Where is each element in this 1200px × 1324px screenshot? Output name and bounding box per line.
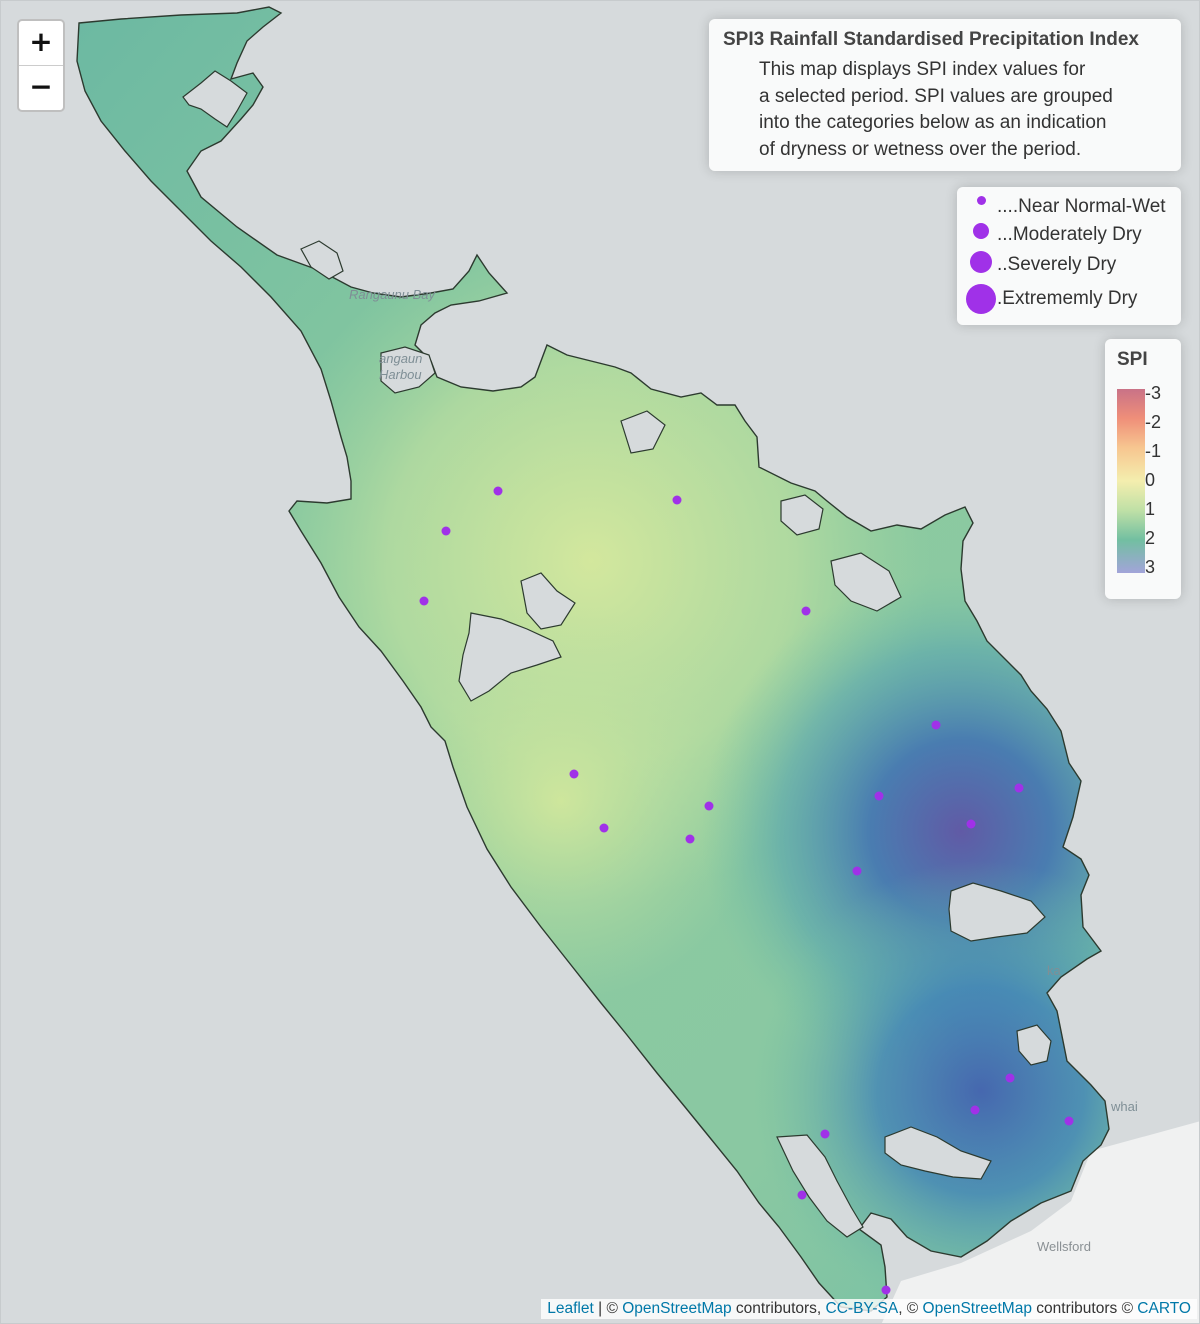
station-marker[interactable] [801, 606, 811, 616]
legend-dot-icon [970, 251, 992, 273]
size-legend-label: ...Moderately Dry [997, 224, 1142, 245]
zoom-in-button[interactable]: + [29, 25, 53, 58]
station-marker[interactable] [852, 866, 862, 876]
legend-dot-icon [973, 223, 989, 239]
station-marker[interactable] [1014, 783, 1024, 793]
harbours [182, 70, 1052, 1238]
legend-dot-icon [976, 195, 986, 205]
place-label: whai [1110, 1099, 1138, 1114]
station-marker[interactable] [797, 1190, 807, 1200]
size-legend-label: ....Near Normal-Wet [997, 196, 1166, 217]
stations[interactable] [419, 486, 1074, 1295]
map-title: SPI3 Rainfall Standardised Precipitation… [723, 29, 1139, 50]
station-marker[interactable] [966, 819, 976, 829]
place-labels: Rangaunu Bay angaun Harbou ka whai Wells… [349, 287, 1138, 1254]
size-legend-label: .Extrememly Dry [997, 288, 1138, 309]
station-marker[interactable] [704, 801, 714, 811]
cc-by-sa-link[interactable]: CC-BY-SA [825, 1300, 899, 1317]
size-legend-item: ...Moderately Dry [965, 221, 1173, 249]
spi-tick-label: -3 [1145, 383, 1162, 403]
place-label: Harbou [379, 367, 422, 382]
legend-dot-icon [966, 284, 996, 314]
spi-tick-label: 1 [1145, 499, 1156, 519]
spi-colorbar [1117, 389, 1145, 573]
size-legend-label: ..Severely Dry [997, 254, 1117, 275]
station-marker[interactable] [931, 720, 941, 730]
size-legend-item: .Extrememly Dry [965, 281, 1173, 317]
spi-legend-title: SPI [1117, 349, 1148, 370]
zoom-out-button[interactable]: − [19, 65, 63, 110]
size-legend-item: ....Near Normal-Wet [965, 193, 1173, 221]
place-label: Wellsford [1037, 1239, 1091, 1254]
station-marker[interactable] [493, 486, 503, 496]
attribution: Leaflet | © OpenStreetMap contributors, … [541, 1299, 1197, 1319]
osm-link[interactable]: OpenStreetMap [922, 1300, 1032, 1317]
station-marker[interactable] [419, 596, 429, 606]
info-line: This map displays SPI index values for [759, 59, 1086, 80]
attribution-text: contributors © [1031, 1300, 1138, 1317]
carto-link[interactable]: CARTO [1137, 1300, 1191, 1317]
size-legend-item: ..Severely Dry [965, 249, 1173, 281]
attribution-text: , © [898, 1300, 923, 1317]
info-line: into the categories below as an indicati… [759, 112, 1107, 133]
spi-tick-label: -1 [1145, 441, 1162, 461]
spi-legend: SPI -3 -2 -1 0 1 2 3 [1105, 339, 1181, 599]
spi-tick-label: 0 [1145, 470, 1156, 490]
place-label: Rangaunu Bay [349, 287, 437, 302]
station-marker[interactable] [874, 791, 884, 801]
station-marker[interactable] [441, 526, 451, 536]
spi-tick-label: 2 [1145, 528, 1156, 548]
station-marker[interactable] [970, 1105, 980, 1115]
zoom-control: + − [17, 19, 65, 112]
attribution-text: contributors, [731, 1300, 826, 1317]
info-panel: SPI3 Rainfall Standardised Precipitation… [709, 19, 1181, 171]
spi-tick-label: -2 [1145, 412, 1162, 432]
info-line: a selected period. SPI values are groupe… [759, 85, 1113, 107]
station-marker[interactable] [685, 834, 695, 844]
neighbour-land [881, 1121, 1199, 1323]
place-label: ka [1047, 963, 1062, 978]
station-marker[interactable] [1005, 1073, 1015, 1083]
leaflet-link[interactable]: Leaflet [547, 1300, 594, 1317]
station-marker[interactable] [1064, 1116, 1074, 1126]
spi-tick-label: 3 [1145, 557, 1156, 577]
station-marker[interactable] [599, 823, 609, 833]
place-label: angaun [379, 351, 422, 366]
info-line: of dryness or wetness over the period. [759, 138, 1082, 160]
attribution-text: | © [593, 1300, 623, 1317]
station-marker[interactable] [672, 495, 682, 505]
osm-link[interactable]: OpenStreetMap [622, 1300, 732, 1317]
station-marker[interactable] [569, 769, 579, 779]
station-marker[interactable] [820, 1129, 830, 1139]
station-marker[interactable] [881, 1285, 891, 1295]
size-legend: ....Near Normal-Wet ...Moderately Dry ..… [957, 187, 1181, 325]
info-text: This map displays SPI index values for a… [723, 57, 1169, 163]
